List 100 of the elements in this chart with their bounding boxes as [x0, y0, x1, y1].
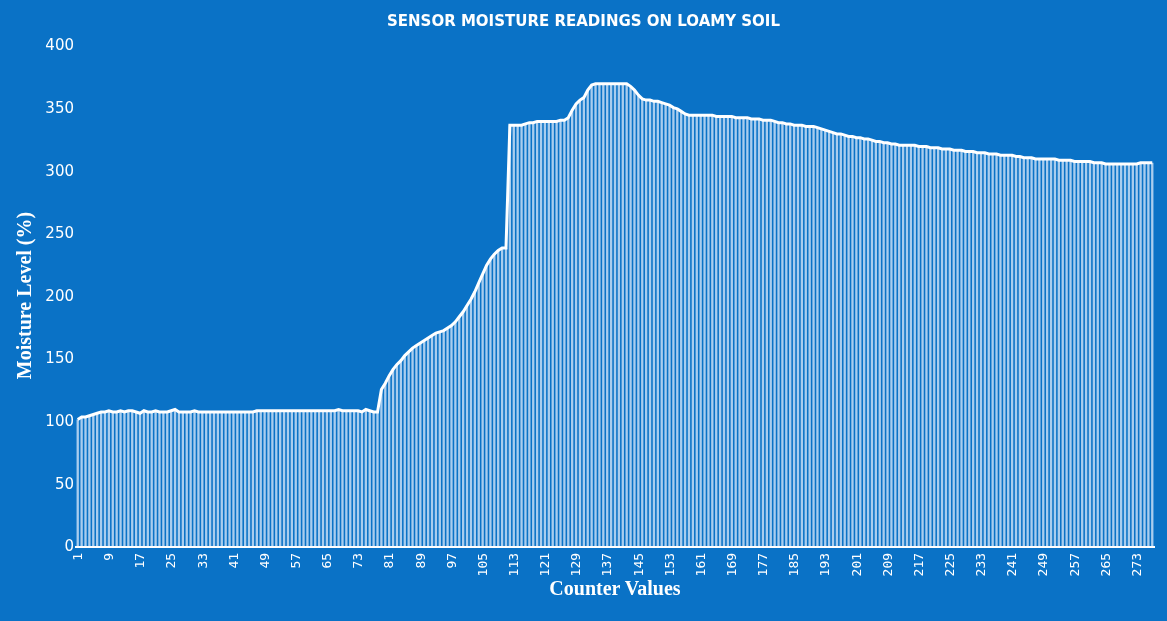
bar: [629, 86, 632, 546]
bar: [450, 325, 453, 546]
bar: [995, 153, 998, 546]
x-tick-label: 209: [879, 552, 895, 577]
x-tick-label: 249: [1035, 552, 1051, 577]
x-tick-label: 153: [661, 552, 677, 577]
bar: [664, 103, 667, 546]
bar: [820, 128, 823, 546]
y-tick-label: 200: [45, 286, 74, 305]
x-tick-label: 137: [599, 552, 615, 577]
bar: [1147, 162, 1150, 546]
bar: [707, 115, 710, 546]
line-series: [76, 82, 1154, 421]
y-axis-title: Moisture Level (%): [12, 211, 36, 380]
bar: [1038, 158, 1041, 546]
bar: [594, 83, 597, 546]
y-tick-label: 400: [45, 36, 74, 55]
bar: [886, 142, 889, 546]
bar: [489, 259, 492, 546]
bar: [855, 137, 858, 546]
bar: [890, 143, 893, 546]
x-tick-label: 217: [910, 552, 926, 577]
bar: [637, 95, 640, 546]
bar: [1108, 163, 1111, 546]
bar: [80, 416, 83, 546]
bar: [668, 105, 671, 546]
bar: [699, 115, 702, 546]
y-tick-label: 300: [45, 161, 74, 180]
bar: [228, 411, 231, 546]
bar: [1112, 163, 1115, 546]
x-tick-label: 57: [287, 552, 303, 569]
bar: [925, 146, 928, 546]
bar: [1143, 162, 1146, 546]
bar: [1065, 160, 1068, 546]
bar: [711, 115, 714, 546]
bar: [1069, 160, 1072, 546]
chart-title: SENSOR MOISTURE READINGS ON LOAMY SOIL: [387, 12, 781, 31]
bar: [88, 415, 91, 546]
bar: [672, 107, 675, 546]
bar: [738, 117, 741, 546]
bar: [991, 153, 994, 546]
y-tick-label: 350: [45, 98, 74, 117]
x-tick-label: 129: [568, 552, 584, 577]
bar: [559, 120, 562, 546]
bar: [816, 127, 819, 546]
bar: [197, 411, 200, 546]
bar: [598, 83, 601, 546]
x-tick-label: 9: [101, 552, 117, 561]
bar: [956, 150, 959, 546]
y-tick-label: 50: [54, 474, 74, 493]
bar: [407, 351, 410, 546]
x-tick-label: 201: [848, 552, 864, 577]
x-tick-label: 17: [132, 552, 148, 569]
bar: [345, 410, 348, 546]
x-tick-label: 33: [194, 552, 210, 569]
x-tick-label: 273: [1128, 552, 1144, 577]
x-tick-label: 65: [319, 552, 335, 569]
bar: [528, 122, 531, 546]
x-tick-label: 73: [350, 552, 366, 569]
bar: [999, 155, 1002, 546]
bar: [193, 410, 196, 546]
bar: [236, 411, 239, 546]
bar: [446, 328, 449, 546]
bar: [742, 117, 745, 546]
bar: [1073, 161, 1076, 546]
bar: [1030, 157, 1033, 546]
bar: [372, 411, 375, 546]
x-tick-label: 105: [474, 552, 490, 577]
bar: [1100, 162, 1103, 546]
x-tick-label: 161: [692, 552, 708, 577]
x-tick-label: 113: [506, 552, 521, 577]
bar: [302, 410, 305, 546]
bar: [929, 147, 932, 546]
bar: [555, 121, 558, 546]
bar: [851, 136, 854, 546]
x-tick-label: 265: [1097, 552, 1113, 577]
bar: [337, 409, 340, 546]
x-tick-label: 121: [537, 552, 553, 577]
x-tick-label: 145: [630, 552, 646, 577]
bar: [703, 115, 706, 546]
bar: [380, 389, 383, 546]
x-tick-label: 225: [942, 552, 958, 577]
bar: [306, 410, 309, 546]
bar: [964, 151, 967, 546]
x-axis-title: Counter Values: [549, 577, 681, 600]
bar: [263, 410, 266, 546]
bar: [162, 411, 165, 546]
x-tick-label: 89: [412, 552, 428, 569]
bar: [812, 126, 815, 546]
bar: [1104, 163, 1107, 546]
x-tick-label: 233: [973, 552, 989, 577]
y-tick-label: 100: [45, 412, 74, 430]
bar: [341, 410, 344, 546]
y-tick-label: 250: [45, 224, 74, 243]
y-tick-label: 150: [45, 349, 74, 368]
x-tick-label: 177: [755, 552, 771, 577]
bar: [781, 122, 784, 546]
bar: [271, 410, 274, 546]
bar: [847, 136, 850, 546]
x-tick-label: 193: [817, 552, 833, 577]
